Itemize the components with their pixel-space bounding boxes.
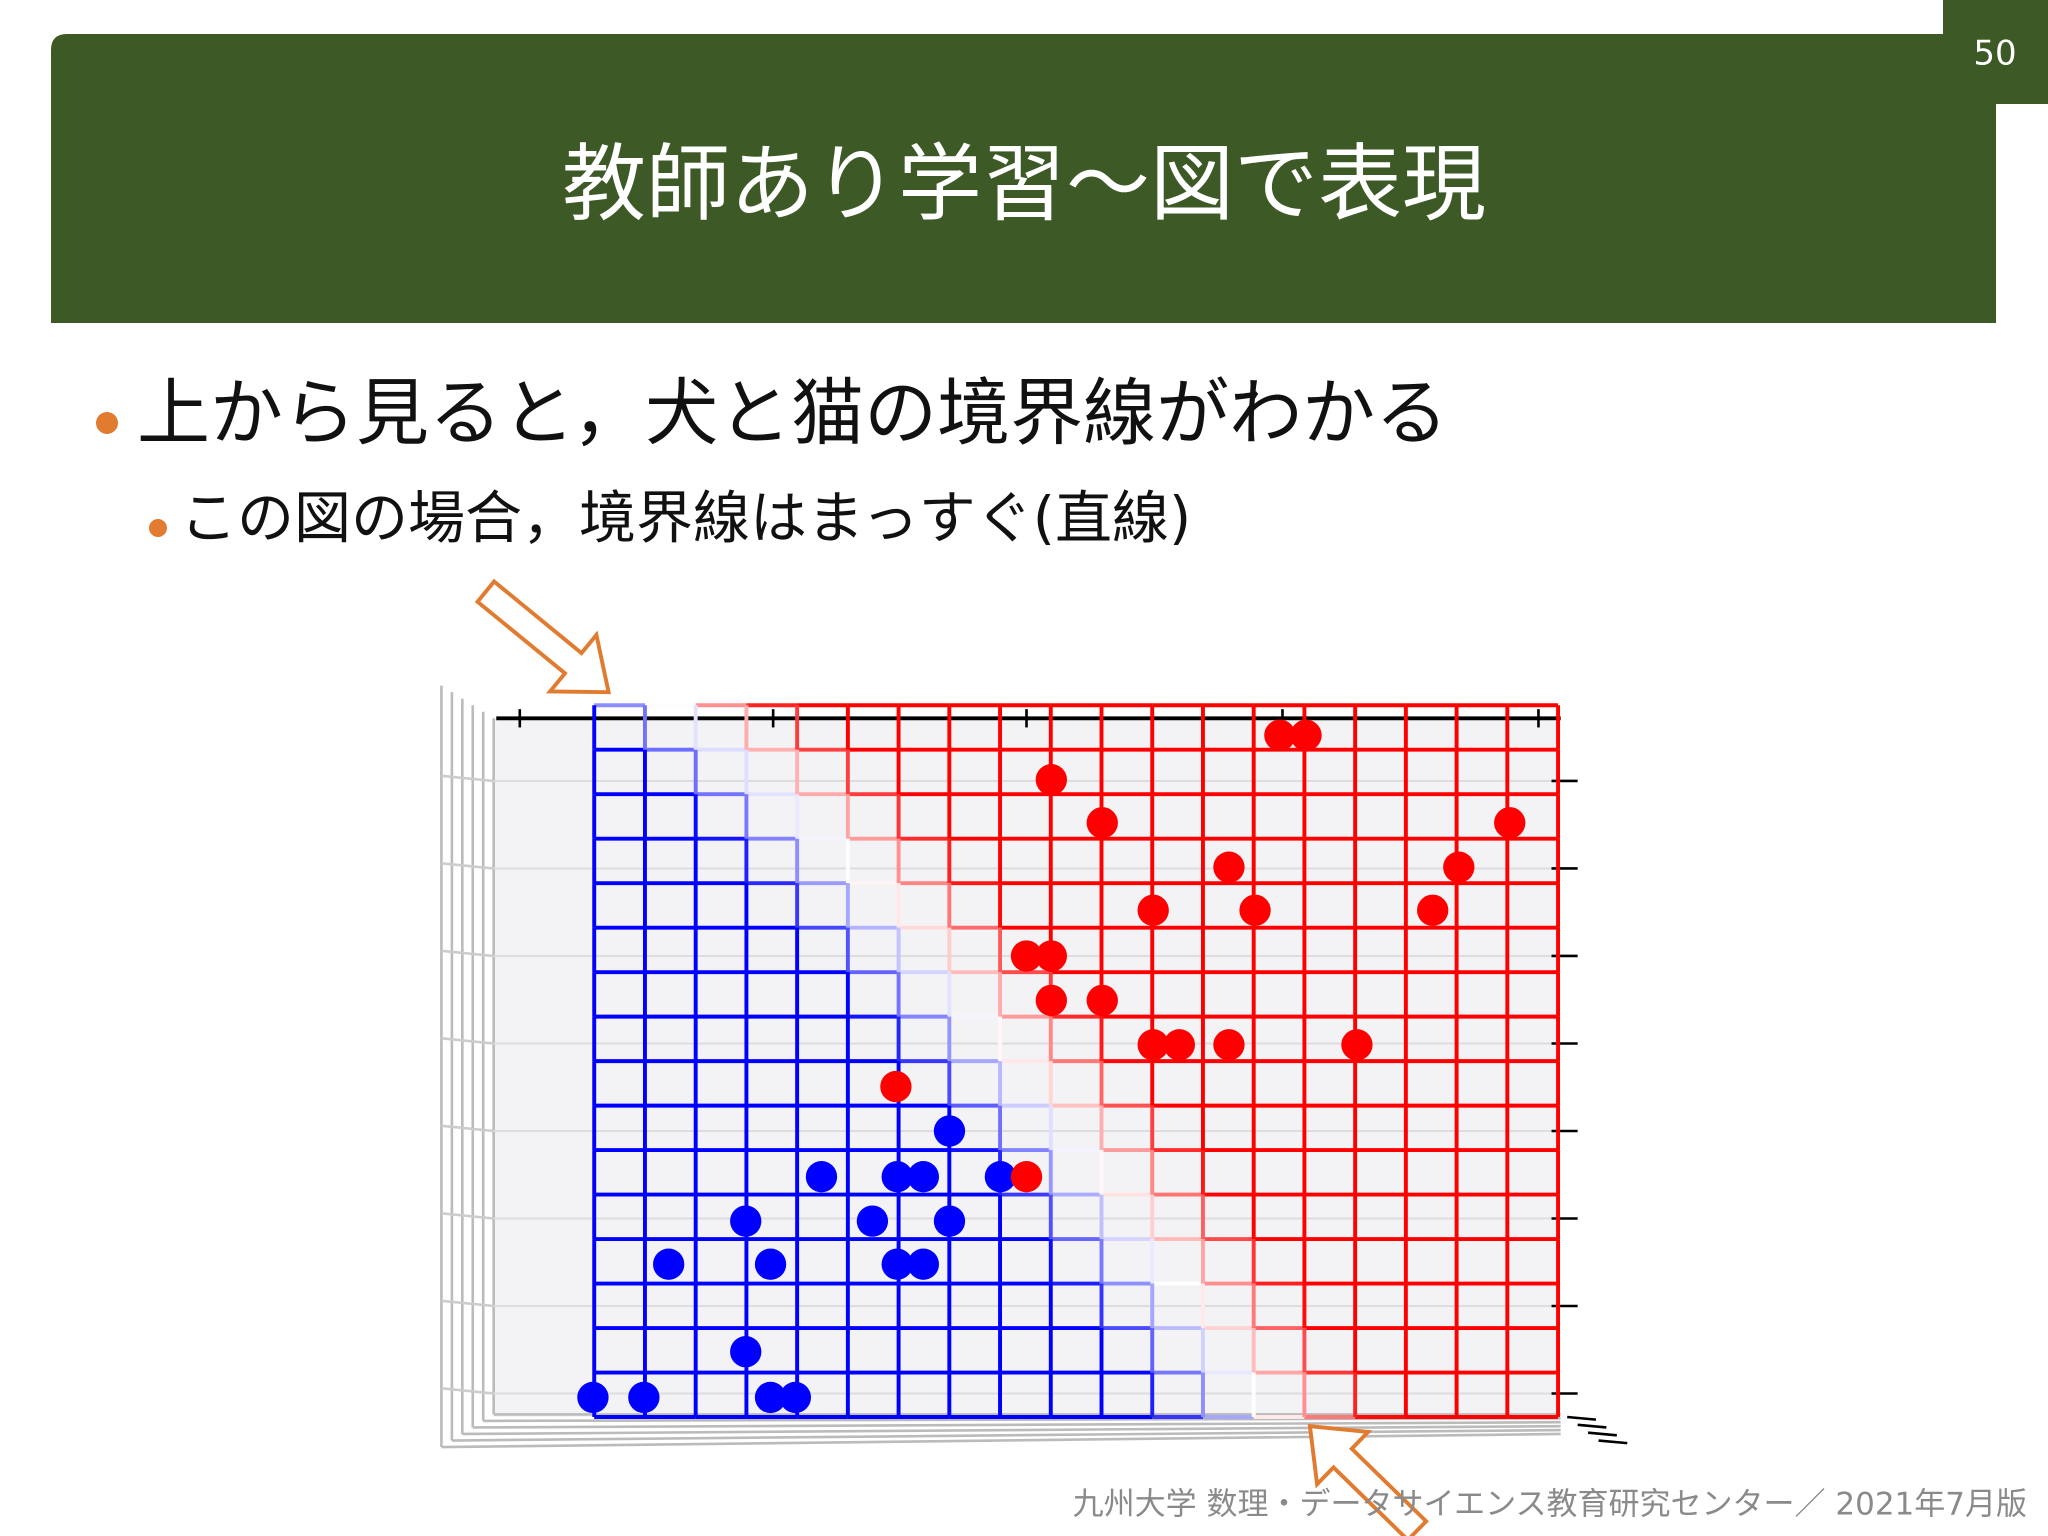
dog-point — [628, 1381, 660, 1414]
cat-point — [1035, 764, 1068, 796]
dog-point — [984, 1161, 1017, 1193]
cat-point — [1086, 984, 1118, 1017]
dog-point — [933, 1115, 966, 1147]
arrow — [474, 578, 612, 695]
cat-point — [1443, 851, 1475, 883]
frame-grid — [441, 1299, 494, 1308]
cat-point — [1137, 894, 1169, 926]
cat-point — [1035, 984, 1068, 1017]
frame-grid — [441, 1036, 494, 1045]
dog-point — [881, 1248, 913, 1280]
frame-line — [472, 1420, 1561, 1429]
cat-point — [1264, 719, 1296, 751]
frame-grid — [441, 1211, 494, 1220]
cat-point — [1010, 940, 1043, 972]
cat-point — [1213, 851, 1245, 883]
header-bar — [51, 34, 1996, 323]
dog-point — [805, 1161, 838, 1193]
page-number-box — [1943, 0, 2048, 104]
dog-point — [907, 1161, 940, 1193]
dog-point — [779, 1381, 812, 1414]
slide-title: 教師あり学習～図で表現 — [562, 135, 1486, 233]
dog-point — [754, 1381, 787, 1414]
cat-point — [1239, 894, 1271, 926]
cat-point — [1213, 1029, 1245, 1061]
cat-point — [1137, 1029, 1169, 1061]
dog-point — [730, 1336, 762, 1368]
cat-point — [1163, 1029, 1195, 1061]
cat-point — [1417, 894, 1449, 926]
cat-point — [1494, 807, 1526, 839]
frame-line — [462, 1424, 1561, 1436]
bullet-text: 上から見ると，犬と猫の境界線がわかる — [137, 371, 1448, 456]
tick — [1598, 1439, 1628, 1445]
dog-point — [933, 1205, 966, 1237]
bullet-dot — [96, 412, 118, 434]
frame-grid — [441, 1386, 494, 1395]
plot-pane — [493, 718, 1559, 1418]
footer: 九州大学 数理・データサイエンス教育研究センター／ 2021年7月版 — [1073, 1487, 2027, 1523]
cat-point — [1035, 940, 1068, 972]
cat-point — [1010, 1161, 1043, 1193]
tick — [1567, 1415, 1597, 1421]
dog-point — [653, 1248, 685, 1280]
cat-point — [1086, 807, 1118, 839]
sub-bullet-text: この図の場合，境界線はまっすぐ(直線) — [180, 486, 1191, 552]
frame-grid — [441, 774, 494, 783]
plot — [440, 578, 1628, 1536]
dog-point — [856, 1205, 889, 1237]
frame-grid — [441, 1124, 494, 1133]
cat-point — [880, 1070, 912, 1103]
page-number: 50 — [1973, 34, 2016, 74]
arrow — [1307, 1423, 1429, 1536]
sub-bullet-dot — [149, 519, 167, 537]
dog-point — [730, 1205, 762, 1237]
frame-line — [451, 1428, 1561, 1442]
dog-point — [881, 1161, 913, 1193]
dog-point — [754, 1248, 787, 1280]
frame-grid — [441, 861, 494, 870]
tick — [1587, 1431, 1617, 1437]
cat-point — [1341, 1029, 1373, 1061]
frame-line — [441, 1432, 1561, 1449]
dog-point — [577, 1381, 609, 1414]
frame-grid — [441, 949, 494, 958]
tick — [1577, 1423, 1607, 1429]
cat-point — [1290, 719, 1322, 751]
dog-point — [907, 1248, 940, 1280]
